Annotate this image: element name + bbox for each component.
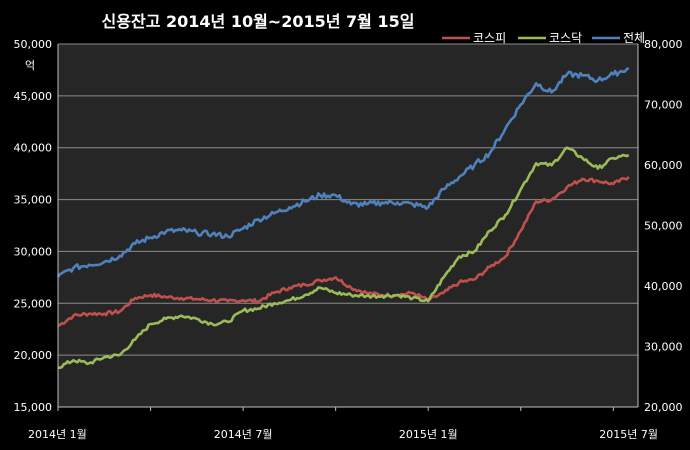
x-tick-label: 2014년 7월 — [214, 428, 273, 441]
legend-label-kospi: 코스피 — [473, 31, 506, 45]
x-tick-label: 2015년 1월 — [399, 428, 458, 441]
y-right-tick-label: 50,000 — [644, 220, 683, 233]
axis-layer: 15,000 20,000 25,000 30,000 35,000 40,000 45,0… — [14, 38, 683, 441]
series-line-0 — [57, 175, 630, 328]
x-tick-label: 2015년 7월 — [599, 428, 658, 441]
legend: 코스피 코스닥 전체 — [442, 31, 645, 45]
grid-layer — [58, 43, 638, 356]
x-tick-label: 2014년 1월 — [28, 428, 87, 441]
series-line-2 — [56, 67, 630, 278]
y-left-tick-label: 50,000 — [14, 38, 53, 51]
y-right-tick-label: 60,000 — [644, 159, 683, 172]
y-left-tick-label: 20,000 — [14, 349, 53, 362]
y-unit-label: 억 — [25, 59, 35, 72]
y-right-tick-label: 40,000 — [644, 280, 683, 293]
y-left-tick-label: 25,000 — [14, 297, 53, 310]
series-line-1 — [57, 146, 630, 369]
y-right-tick-label: 70,000 — [644, 99, 683, 112]
y-left-tick-label: 30,000 — [14, 245, 53, 258]
y-left-tick-label: 15,000 — [14, 401, 53, 414]
y-right-tick-label: 80,000 — [644, 38, 683, 51]
chart-title: 신용잔고 2014년 10월~2015년 7월 15일 — [102, 12, 415, 31]
y-left-tick-label: 40,000 — [14, 142, 53, 155]
legend-label-kosdaq: 코스닥 — [549, 31, 582, 45]
series-layer — [56, 67, 630, 369]
y-right-tick-label: 20,000 — [644, 401, 683, 414]
legend-label-total: 전체 — [623, 31, 645, 45]
plot-area — [58, 44, 638, 407]
y-right-tick-label: 30,000 — [644, 341, 683, 354]
y-left-tick-label: 45,000 — [14, 90, 53, 103]
y-left-tick-label: 35,000 — [14, 194, 53, 207]
